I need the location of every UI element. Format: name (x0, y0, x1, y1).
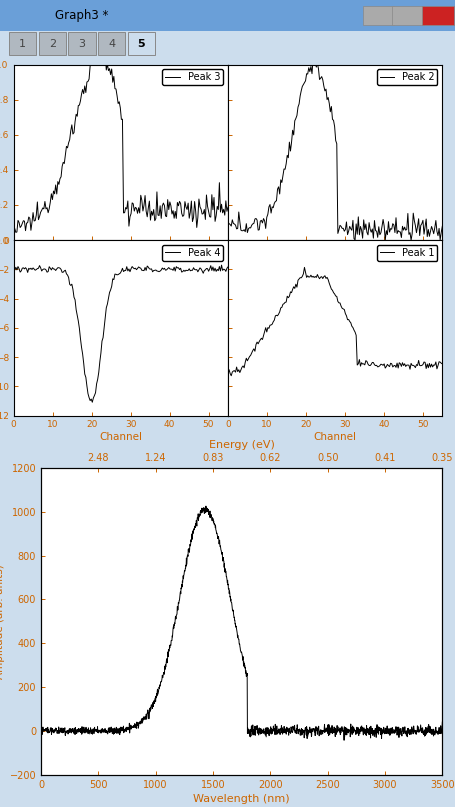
Legend: Peak 4: Peak 4 (162, 245, 222, 261)
Text: 3: 3 (78, 39, 86, 48)
X-axis label: Energy (eV): Energy (eV) (208, 440, 274, 449)
Text: 5: 5 (137, 39, 145, 48)
X-axis label: Channel: Channel (99, 433, 142, 442)
Text: Graph3 *: Graph3 * (55, 9, 108, 22)
Legend: Peak 1: Peak 1 (376, 245, 436, 261)
X-axis label: Channel: Channel (313, 433, 356, 442)
Legend: Peak 2: Peak 2 (376, 69, 436, 86)
Text: 4: 4 (108, 39, 115, 48)
Text: 2: 2 (49, 39, 56, 48)
Legend: Peak 3: Peak 3 (162, 69, 222, 86)
Text: 1: 1 (19, 39, 26, 48)
Y-axis label: Amplitude (arb. units): Amplitude (arb. units) (0, 564, 5, 679)
X-axis label: Wavelength (nm): Wavelength (nm) (193, 794, 289, 804)
